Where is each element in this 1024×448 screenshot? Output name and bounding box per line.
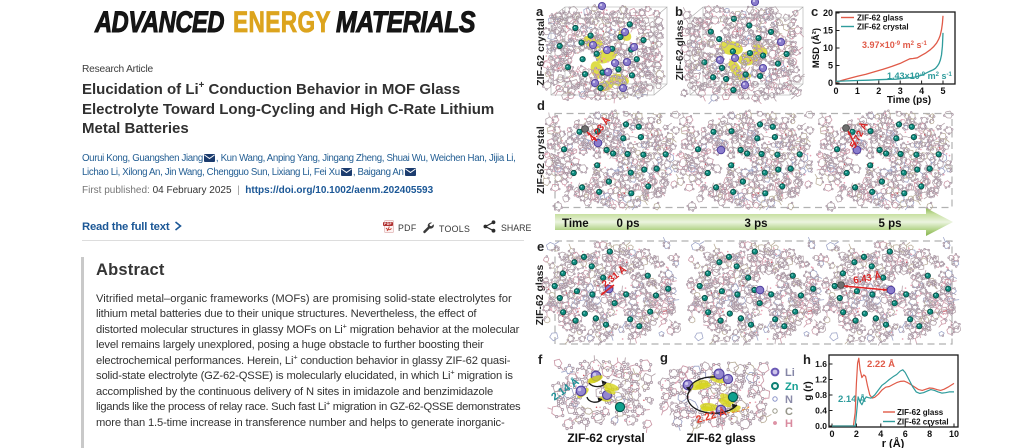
svg-text:ZIF-62 crystal: ZIF-62 crystal [857, 23, 909, 32]
svg-text:0.8: 0.8 [815, 390, 827, 400]
svg-text:2.14 Å: 2.14 Å [838, 394, 866, 405]
svg-text:5: 5 [828, 61, 833, 71]
svg-text:H: H [785, 418, 793, 430]
svg-text:ZIF-62 crystal: ZIF-62 crystal [535, 126, 547, 194]
svg-text:ZIF-62 crystal: ZIF-62 crystal [567, 431, 644, 445]
svg-text:0.4: 0.4 [815, 406, 827, 416]
svg-text:ZIF-62 glass: ZIF-62 glass [686, 431, 756, 445]
svg-text:a: a [536, 4, 544, 19]
svg-text:0 ps: 0 ps [616, 218, 639, 230]
svg-text:ZIF-62 glass: ZIF-62 glass [897, 408, 944, 417]
svg-text:ZIF-62 glass: ZIF-62 glass [535, 265, 546, 326]
svg-text:Time (ps): Time (ps) [887, 95, 931, 106]
svg-text:Li: Li [785, 367, 795, 379]
svg-text:5 ps: 5 ps [878, 218, 901, 230]
svg-text:b: b [675, 4, 683, 19]
svg-text:r (Å): r (Å) [882, 437, 905, 448]
svg-text:15: 15 [823, 26, 833, 36]
svg-text:ZIF-62 crystal: ZIF-62 crystal [897, 418, 949, 427]
svg-text:20: 20 [823, 8, 833, 18]
svg-text:4: 4 [878, 429, 883, 439]
svg-text:5: 5 [940, 86, 945, 96]
svg-text:h: h [803, 352, 811, 367]
svg-text:1.2: 1.2 [815, 375, 827, 385]
svg-text:MSD (Å²): MSD (Å²) [811, 28, 822, 68]
svg-text:4: 4 [919, 86, 924, 96]
svg-text:10: 10 [949, 429, 959, 439]
svg-text:1: 1 [855, 86, 860, 96]
svg-text:f: f [538, 352, 543, 367]
svg-text:0: 0 [828, 78, 833, 88]
svg-text:C: C [785, 406, 793, 418]
svg-text:ZIF-62 glass: ZIF-62 glass [857, 14, 904, 23]
svg-text:ZIF-62 crystal: ZIF-62 crystal [535, 18, 547, 86]
svg-text:g (r): g (r) [803, 381, 814, 400]
svg-text:3: 3 [898, 86, 903, 96]
svg-text:0.0: 0.0 [815, 421, 827, 431]
svg-text:2.22 Å: 2.22 Å [867, 359, 895, 370]
svg-text:2: 2 [854, 429, 859, 439]
svg-text:e: e [537, 239, 544, 254]
svg-text:g: g [660, 350, 668, 365]
svg-text:PDF: PDF [384, 222, 392, 226]
svg-text:6.43 Å: 6.43 Å [853, 271, 883, 287]
svg-text:3 ps: 3 ps [744, 218, 767, 230]
svg-text:Time: Time [562, 218, 589, 230]
svg-text:ZIF-62 glass: ZIF-62 glass [674, 20, 686, 81]
svg-text:8: 8 [927, 429, 932, 439]
svg-text:6: 6 [903, 429, 908, 439]
svg-text:1.6: 1.6 [815, 359, 827, 369]
svg-text:Zn: Zn [785, 381, 799, 393]
svg-text:c: c [811, 4, 818, 19]
svg-text:0: 0 [833, 86, 838, 96]
svg-text:10: 10 [823, 43, 833, 53]
svg-text:2: 2 [876, 86, 881, 96]
svg-text:d: d [537, 98, 545, 113]
svg-text:N: N [785, 394, 793, 406]
svg-text:0: 0 [829, 429, 834, 439]
svg-text:3.97×10-9 m2 s-1: 3.97×10-9 m2 s-1 [862, 40, 928, 50]
